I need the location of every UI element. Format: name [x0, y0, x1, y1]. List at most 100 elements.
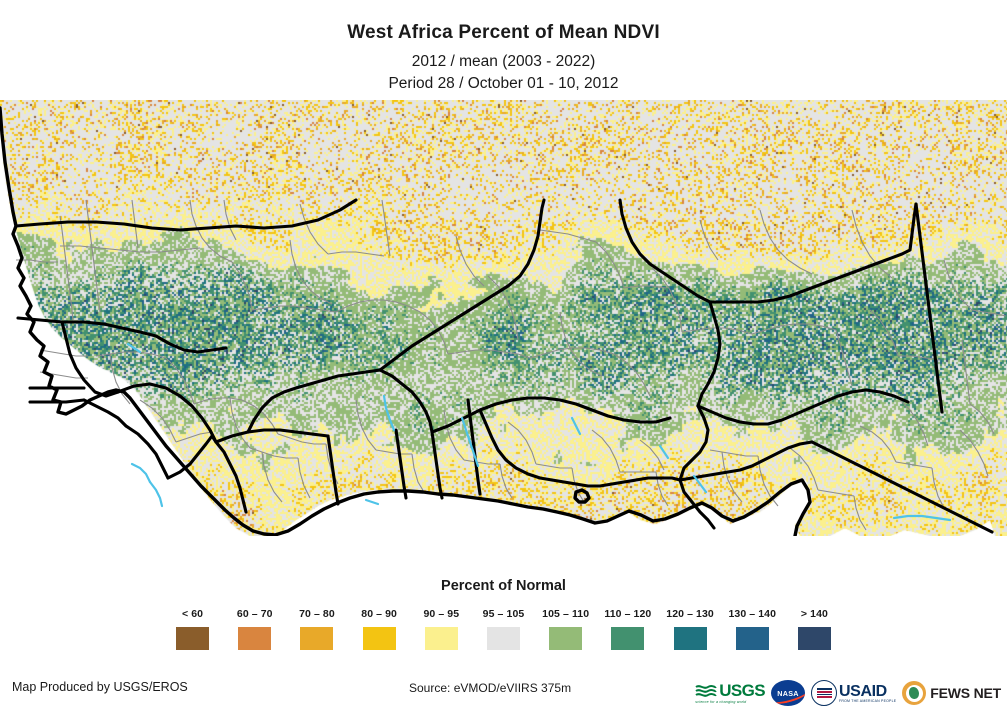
admin-boundary-line — [463, 459, 500, 465]
admin-boundary-line — [85, 199, 101, 313]
admin-boundary-line — [931, 467, 945, 509]
admin-boundary-line — [969, 403, 995, 435]
admin-boundary-line — [95, 351, 167, 359]
legend-item[interactable]: 60 – 70 — [224, 608, 286, 650]
legend-item-swatch — [300, 627, 334, 650]
fews-africa-shape-icon — [909, 687, 920, 699]
admin-boundary-line — [789, 447, 819, 491]
administrative-borders-layer — [0, 106, 1007, 536]
usaid-wordmark: USAID — [839, 682, 887, 700]
legend-item[interactable]: 80 – 90 — [348, 608, 410, 650]
legend-item[interactable]: 105 – 110 — [535, 608, 597, 650]
admin-boundary-line — [229, 397, 251, 449]
legend: Percent of Normal < 60 60 – 70 70 – 80 80 –… — [0, 578, 1007, 650]
admin-boundary-line — [835, 329, 853, 387]
country-boundary-line — [14, 198, 358, 232]
country-boundary-line — [430, 430, 444, 500]
admin-boundary-line — [721, 451, 743, 503]
admin-boundary-line — [189, 199, 233, 263]
admin-boundary-line — [447, 349, 531, 359]
country-boundary-line — [378, 198, 546, 372]
admin-boundary-line — [223, 199, 237, 241]
usaid-tagline: FROM THE AMERICAN PEOPLE — [839, 698, 897, 703]
admin-boundary-line — [59, 215, 74, 323]
water-feature-line — [382, 394, 396, 432]
water-feature-line — [570, 416, 582, 436]
legend-item[interactable]: 110 – 120 — [597, 608, 659, 650]
country-boundary-line — [678, 404, 716, 530]
usaid-seal-bar — [816, 690, 832, 693]
country-boundary-line — [550, 476, 682, 488]
legend-item[interactable]: 95 – 105 — [472, 608, 534, 650]
legend-item[interactable]: 70 – 80 — [286, 608, 348, 650]
nasa-wordmark: NASA — [777, 688, 799, 698]
admin-boundary-line — [335, 299, 409, 313]
admin-boundary-line — [355, 399, 377, 451]
usaid-logo[interactable]: USAID FROM THE AMERICAN PEOPLE — [811, 680, 896, 706]
country-boundary-line — [82, 398, 128, 428]
legend-item-label: 80 – 90 — [361, 608, 397, 620]
admin-boundary-line — [297, 457, 311, 499]
nasa-logo[interactable]: NASA — [771, 680, 806, 706]
admin-boundary-line — [529, 347, 615, 359]
water-feature-line — [692, 474, 708, 494]
usgs-wave-icon — [695, 684, 717, 697]
legend-item[interactable]: > 140 — [783, 608, 845, 650]
admin-boundary-line — [591, 429, 621, 473]
admin-boundary-line — [651, 267, 683, 333]
logo-strip: USGS science for a changing world NASA — [695, 672, 1001, 714]
admin-boundary-line — [507, 421, 537, 465]
admin-boundary-line — [571, 467, 585, 503]
page-title: West Africa Percent of Mean NDVI — [347, 22, 660, 43]
water-feature-line — [148, 480, 164, 508]
country-boundary-line — [326, 434, 340, 506]
legend-item[interactable]: < 60 — [161, 608, 223, 650]
country-boundary-line — [914, 202, 944, 414]
legend-item-label: 70 – 80 — [299, 608, 335, 620]
admin-boundary-line — [299, 203, 329, 255]
admin-level2-borders — [16, 199, 1007, 531]
country-boundary-line — [378, 368, 434, 434]
fews-globe-inner — [905, 684, 923, 702]
usaid-seal-icon — [811, 680, 838, 706]
country-boundary-line — [214, 428, 330, 444]
legend-item-swatch — [487, 627, 520, 650]
legend-item-swatch — [735, 627, 769, 650]
country-boundary-line — [478, 408, 554, 482]
legend-item[interactable]: 120 – 130 — [659, 608, 721, 650]
usaid-seal-bar — [816, 693, 832, 696]
country-boundary-line — [618, 198, 712, 304]
admin-boundary-line — [535, 463, 572, 469]
fews-net-wordmark: FEWS NET — [930, 685, 1001, 701]
legend-item[interactable]: 90 – 95 — [410, 608, 472, 650]
water-bodies — [126, 342, 952, 522]
admin-boundary-line — [639, 439, 665, 471]
map-canvas-container[interactable] — [0, 100, 1007, 536]
admin-boundary-line — [899, 399, 929, 447]
legend-item-swatch — [549, 627, 583, 650]
admin-boundary-line — [539, 229, 597, 243]
admin-boundary-line — [249, 447, 298, 459]
admin-boundary-line — [241, 399, 279, 435]
legend-item-swatch — [176, 627, 210, 650]
legend-item-swatch — [362, 627, 396, 650]
admin-boundary-line — [261, 451, 283, 503]
fews-globe-icon — [902, 681, 927, 705]
country-boundary-line — [696, 300, 722, 408]
water-feature-line — [130, 462, 152, 484]
water-feature-line — [892, 514, 952, 522]
admin-boundary-line — [499, 463, 513, 499]
legend-title: Percent of Normal — [441, 578, 566, 594]
usaid-seal-bar — [816, 688, 832, 690]
legend-item-label: < 60 — [181, 608, 204, 620]
legend-item-swatch — [673, 627, 707, 650]
country-boundary-line — [678, 440, 814, 482]
usgs-logo[interactable]: USGS science for a changing world — [695, 682, 765, 704]
legend-item-label: 110 – 120 — [604, 608, 652, 620]
admin-boundary-line — [559, 311, 603, 377]
legend-item[interactable]: 130 – 140 — [721, 608, 783, 650]
fews-net-logo[interactable]: FEWS NET — [902, 681, 1001, 705]
coastline-path — [0, 106, 812, 536]
legend-item-label: 95 – 105 — [482, 608, 525, 620]
admin-boundary-line — [381, 199, 391, 257]
